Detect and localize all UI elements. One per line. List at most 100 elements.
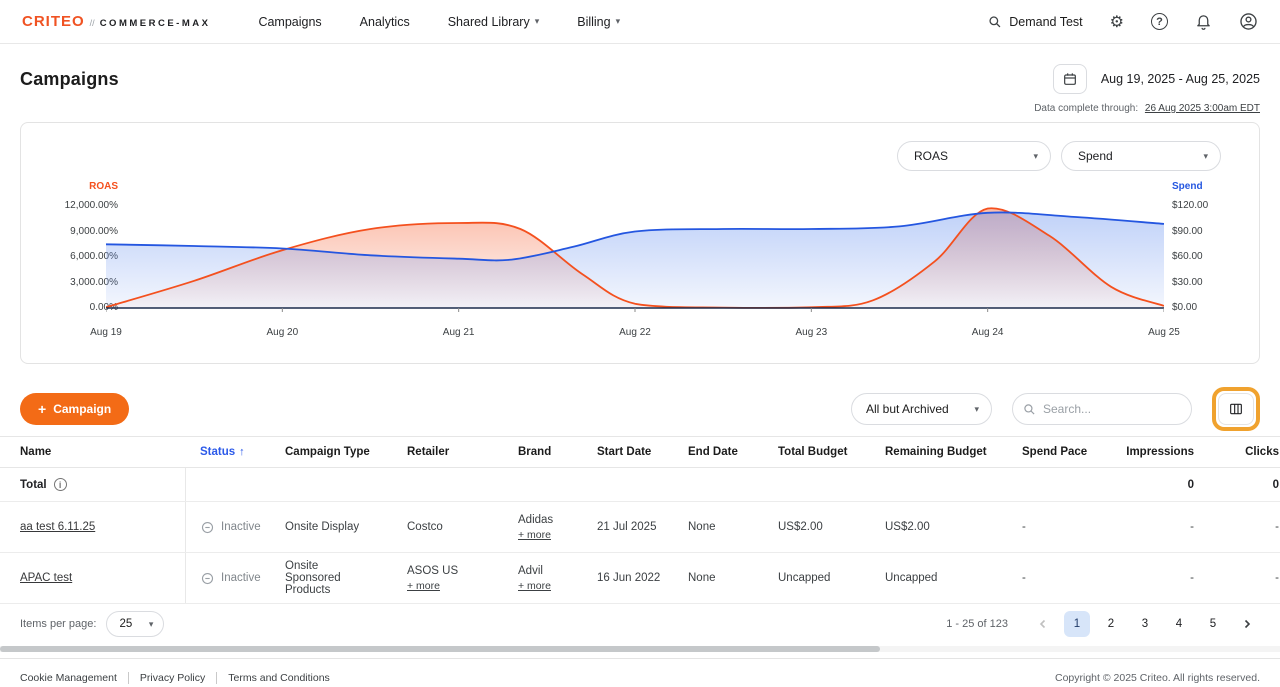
col-header-campaign-type[interactable]: Campaign Type: [285, 446, 370, 458]
page-button-3[interactable]: 3: [1132, 611, 1158, 637]
left-axis-title: ROAS: [89, 181, 118, 192]
retailer-more-link[interactable]: + more: [407, 579, 440, 592]
scrollbar-thumb[interactable]: [0, 646, 880, 652]
nav-shared-library-label: Shared Library: [447, 14, 530, 29]
info-icon[interactable]: i: [53, 478, 67, 491]
nav-analytics[interactable]: Analytics: [360, 15, 410, 29]
col-header-spend-pace[interactable]: Spend Pace: [1022, 446, 1088, 458]
chevron-down-icon: ▾: [534, 16, 540, 26]
pagination-range: 1 - 25 of 123: [946, 618, 1008, 630]
toolbar-right: All but Archived ▾: [851, 387, 1260, 431]
right-axis-title: Spend: [1172, 181, 1203, 192]
col-header-total-budget[interactable]: Total Budget: [778, 446, 848, 458]
total-clicks: 0: [1272, 478, 1279, 491]
nav-analytics-label: Analytics: [359, 14, 410, 29]
nav-campaigns[interactable]: Campaigns: [258, 15, 321, 29]
right-metric-select[interactable]: Spend ▾: [1061, 141, 1221, 171]
account-name: Demand Test: [1009, 14, 1083, 29]
data-complete-label: Data complete through:: [1034, 103, 1139, 114]
page-button-4[interactable]: 4: [1166, 611, 1192, 637]
pagination-pages: 1 2 3 4 5: [1030, 611, 1260, 637]
total-label: Total: [20, 478, 47, 491]
account-switcher[interactable]: Demand Test: [988, 14, 1083, 29]
items-per-page-select[interactable]: 25 ▾: [106, 611, 165, 637]
col-header-retailer[interactable]: Retailer: [407, 446, 450, 458]
col-header-status[interactable]: Status ↑: [186, 437, 271, 467]
col-header-remaining-budget[interactable]: Remaining Budget: [885, 446, 987, 458]
column-settings-button[interactable]: [1218, 393, 1254, 425]
campaign-type-cell: Onsite Sponsored Products: [285, 560, 341, 596]
status-filter-value: All but Archived: [866, 402, 949, 416]
col-header-impressions[interactable]: Impressions: [1126, 446, 1194, 458]
right-axis-ticks: $120.00 $90.00 $60.00 $30.00 $0.00: [1172, 200, 1209, 313]
col-header-end-date[interactable]: End Date: [688, 446, 738, 458]
status-label: Inactive: [221, 521, 261, 533]
cookie-management-link[interactable]: Cookie Management: [20, 671, 117, 684]
chevron-down-icon: ▾: [615, 16, 621, 26]
date-range-value[interactable]: Aug 19, 2025 - Aug 25, 2025: [1100, 72, 1260, 86]
col-header-brand[interactable]: Brand: [518, 446, 552, 458]
search-input[interactable]: [1043, 402, 1173, 416]
clicks-cell: -: [1275, 521, 1279, 533]
retailer-cell: ASOS US + more: [393, 553, 504, 603]
chevron-down-icon: ▾: [1203, 150, 1208, 161]
col-header-clicks[interactable]: Clicks: [1245, 446, 1279, 458]
account-avatar-icon[interactable]: [1239, 12, 1258, 31]
table-search: [1012, 393, 1192, 425]
retailer-name: ASOS US: [407, 564, 459, 577]
new-campaign-label: Campaign: [53, 402, 112, 416]
nav-shared-library[interactable]: Shared Library ▾: [448, 15, 540, 29]
prev-page-button[interactable]: [1030, 611, 1056, 637]
topnav-actions: Demand Test ⚙ ?: [988, 12, 1258, 32]
plus-icon: +: [38, 401, 47, 417]
logo-text: CRITEO: [22, 13, 85, 30]
page-button-5[interactable]: 5: [1200, 611, 1226, 637]
calendar-button[interactable]: [1052, 64, 1087, 94]
criteo-logo[interactable]: CRITEO // COMMERCE-MAX: [22, 13, 210, 30]
brand-more-link[interactable]: + more: [518, 528, 551, 541]
page-footer: Cookie Management Privacy Policy Terms a…: [0, 658, 1280, 687]
chevron-left-icon: [1039, 619, 1046, 629]
footer-divider: [216, 671, 218, 684]
nav-billing[interactable]: Billing ▾: [577, 15, 620, 29]
privacy-policy-link[interactable]: Privacy Policy: [139, 671, 206, 684]
total-budget-cell: US$2.00: [778, 521, 823, 533]
columns-icon: [1230, 403, 1242, 415]
chevron-down-icon: ▾: [1033, 150, 1038, 161]
status-filter-select[interactable]: All but Archived ▾: [851, 393, 992, 425]
terms-link[interactable]: Terms and Conditions: [228, 671, 330, 684]
spend-roas-area-chart[interactable]: [106, 206, 1164, 316]
campaign-name-link[interactable]: aa test 6.11.25: [20, 521, 96, 533]
end-date-cell: None: [688, 572, 716, 584]
campaign-name-cell: aa test 6.11.25: [0, 502, 186, 552]
col-header-start-date[interactable]: Start Date: [597, 446, 652, 458]
campaigns-toolbar: + Campaign All but Archived ▾: [20, 386, 1260, 432]
pagination-bar: Items per page: 25 ▾ 1 - 25 of 123 1 2 3…: [0, 606, 1280, 642]
brand-name: Advil: [518, 564, 543, 577]
total-budget-cell: Uncapped: [778, 572, 831, 584]
campaign-name-link[interactable]: APAC test: [20, 572, 73, 584]
data-complete-link[interactable]: 26 Aug 2025 3:00am EDT: [1144, 103, 1260, 114]
new-campaign-button[interactable]: + Campaign: [20, 393, 130, 425]
col-header-name[interactable]: Name: [20, 446, 52, 458]
settings-gear-icon[interactable]: ⚙: [1109, 13, 1124, 31]
brand-more-link[interactable]: + more: [518, 579, 551, 592]
notifications-bell-icon[interactable]: [1195, 13, 1212, 30]
campaign-type-cell: Onsite Display: [285, 521, 360, 533]
left-metric-select[interactable]: ROAS ▾: [897, 141, 1051, 171]
retailer-cell: Costco: [393, 502, 504, 552]
brand-name: Adidas: [518, 513, 554, 526]
page-button-1[interactable]: 1: [1064, 611, 1090, 637]
footer-divider: [127, 671, 129, 684]
status-label: Inactive: [221, 572, 261, 584]
inactive-status-icon: [201, 521, 214, 533]
items-per-page-value: 25: [119, 618, 133, 630]
page-button-2[interactable]: 2: [1098, 611, 1124, 637]
next-page-button[interactable]: [1234, 611, 1260, 637]
help-icon[interactable]: ?: [1151, 13, 1168, 30]
total-impressions: 0: [1187, 478, 1194, 491]
horizontal-scrollbar[interactable]: [0, 646, 1280, 652]
footer-links: Cookie Management Privacy Policy Terms a…: [20, 671, 330, 684]
chevron-down-icon: ▾: [974, 403, 979, 414]
page-title: Campaigns: [20, 68, 119, 89]
